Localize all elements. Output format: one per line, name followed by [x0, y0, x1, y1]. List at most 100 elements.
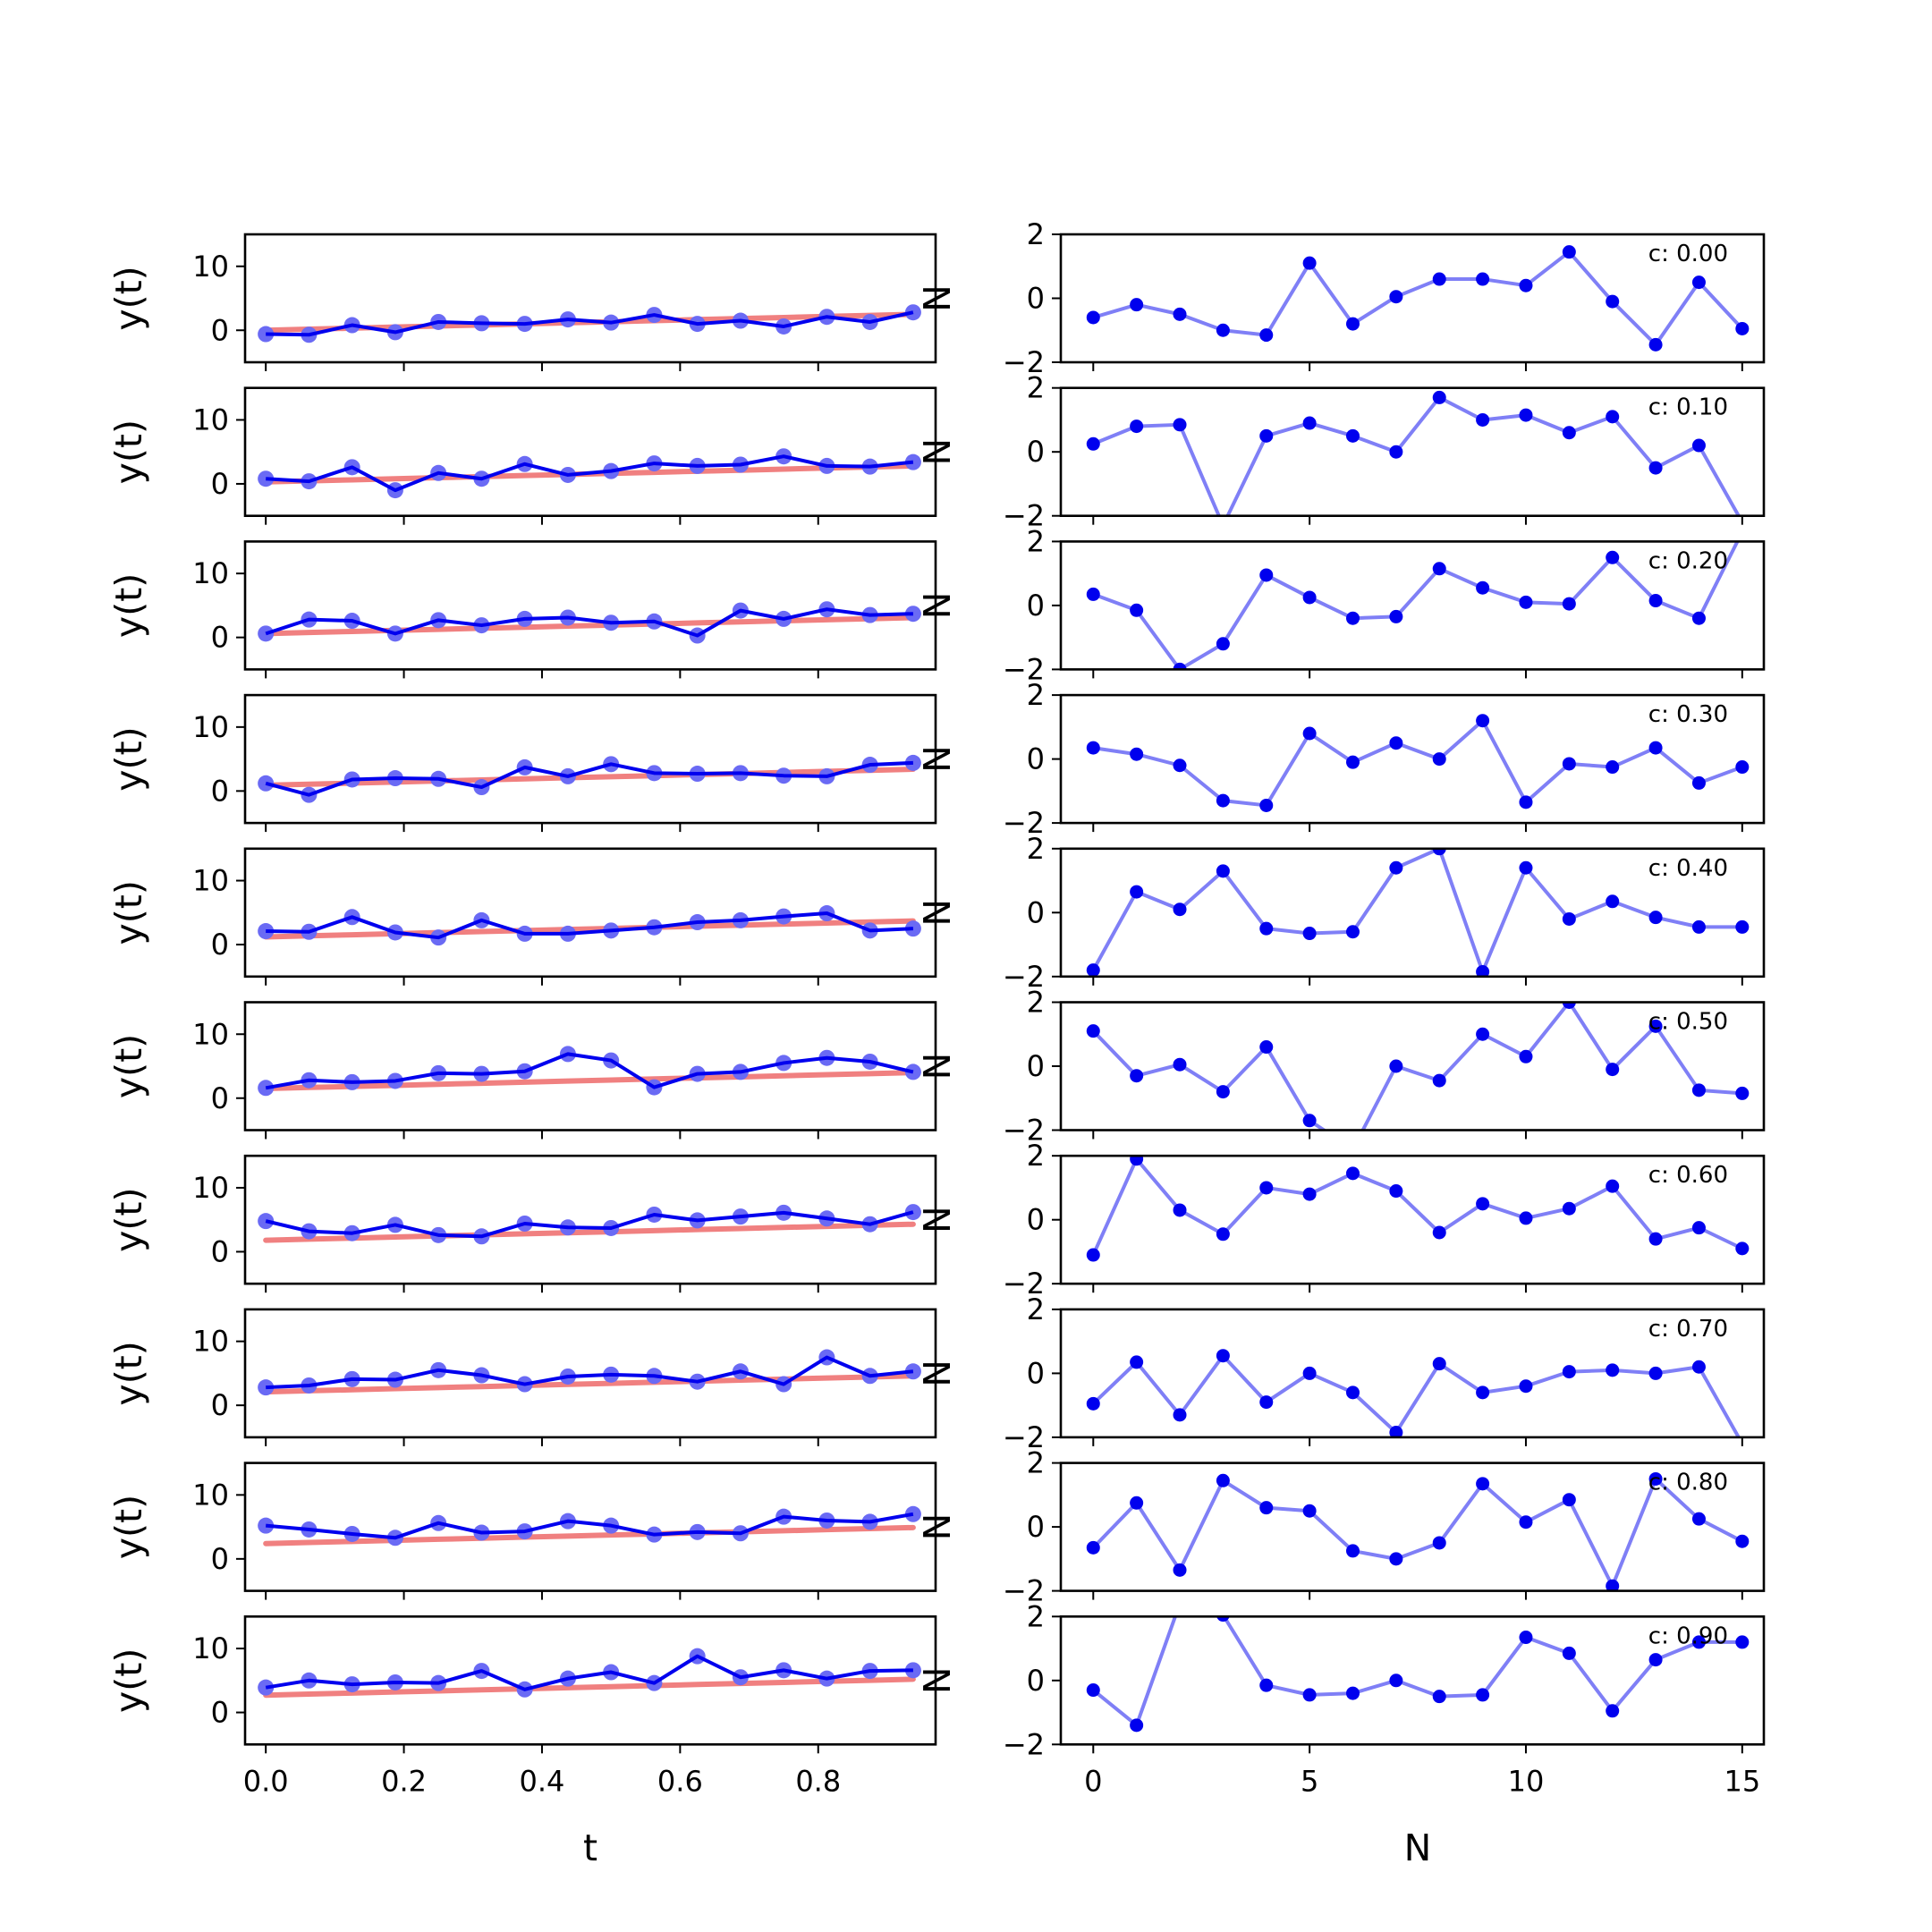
x-tick-label: 0: [1084, 1764, 1102, 1798]
left-plot-area-1: [258, 448, 921, 499]
noise-line: [1091, 1477, 1743, 1589]
c-annotation: c: 0.30: [1648, 701, 1728, 728]
right-y-axis-glyph: N: [916, 899, 959, 927]
noise-point: [1432, 562, 1446, 576]
noise-point: [1648, 461, 1663, 475]
noise-point: [1216, 864, 1230, 878]
x-tick-label: 5: [1301, 1764, 1318, 1798]
left-plot-area-8: [258, 1505, 921, 1546]
noise-point: [1735, 321, 1750, 335]
noise-point: [1086, 587, 1100, 601]
left-panel-2: 0 10 y(t) N: [107, 540, 959, 679]
noise-point: [1086, 963, 1100, 977]
noise-point: [1519, 795, 1533, 809]
noise-point: [1735, 1241, 1750, 1256]
y-tick-label: 10: [192, 1325, 229, 1359]
noise-point: [1389, 1426, 1403, 1437]
data-line: [266, 310, 914, 337]
x-tick-label: 0.0: [243, 1764, 289, 1798]
c-annotation: c: 0.60: [1648, 1162, 1728, 1189]
noise-point: [1432, 272, 1446, 286]
y-tick-label: 0: [1027, 1664, 1045, 1698]
noise-point: [1173, 1203, 1187, 1217]
right-x-axis-label: N: [1404, 1826, 1432, 1869]
right-y-axis-glyph: N: [916, 284, 959, 312]
left-plot-area-7: [258, 1349, 921, 1396]
y-tick-label: 0: [1027, 435, 1045, 469]
y-tick-label: 0: [1027, 1510, 1045, 1544]
left-panel-3: 0 10 y(t) N: [107, 693, 959, 833]
right-plot-area-1: [1086, 390, 1745, 516]
right-panel-6: c: 0.60 −2 0 2: [1003, 1139, 1766, 1301]
left-plot-area-4: [258, 905, 921, 946]
noise-point: [1562, 1493, 1576, 1507]
y-tick-label: 0: [211, 928, 229, 962]
left-panel-0: 0 10 y(t) N: [107, 233, 959, 371]
y-tick-label: 0: [211, 1388, 229, 1422]
noise-point: [1735, 760, 1750, 775]
left-panel-7: 0 10 y(t) N: [107, 1308, 959, 1446]
y-tick-label: 10: [192, 402, 229, 436]
left-y-axis-label: y(t): [107, 573, 150, 638]
noise-point: [1476, 1027, 1490, 1041]
noise-point: [1216, 323, 1230, 337]
right-plot-area-8: [1086, 1471, 1750, 1591]
noise-point: [1519, 1631, 1533, 1645]
y-tick-label: 2: [1027, 1292, 1045, 1326]
y-tick-label: 0: [211, 1081, 229, 1115]
noise-point: [1173, 662, 1187, 670]
noise-point: [1476, 1688, 1490, 1702]
noise-line: [1091, 848, 1742, 974]
right-panel-1: c: 0.10 −2 0 2: [1003, 371, 1766, 533]
noise-point: [1086, 310, 1100, 325]
c-annotation: c: 0.80: [1648, 1470, 1728, 1496]
right-y-axis-glyph: N: [916, 1513, 959, 1541]
data-line: [265, 1210, 914, 1239]
y-tick-label: 2: [1027, 1599, 1045, 1633]
noise-point: [1173, 307, 1187, 321]
noise-point: [1302, 927, 1317, 941]
y-tick-label: 10: [192, 1171, 229, 1205]
c-annotation: c: 0.90: [1648, 1623, 1728, 1649]
data-line: [265, 1512, 914, 1540]
y-tick-label: 10: [192, 1631, 229, 1665]
noise-point: [1086, 741, 1100, 755]
y-tick-label: −2: [1003, 806, 1045, 840]
y-tick-label: 0: [1027, 742, 1045, 776]
noise-point: [1130, 885, 1144, 899]
noise-point: [1345, 428, 1360, 443]
c-annotation: c: 0.50: [1648, 1009, 1728, 1036]
left-axes-frame: [243, 386, 937, 518]
noise-point: [1519, 278, 1533, 292]
y-tick-label: 2: [1027, 524, 1045, 558]
left-panel-1: 0 10 y(t) N: [107, 386, 959, 525]
noise-point: [1130, 298, 1144, 312]
y-tick-label: −2: [1003, 1727, 1045, 1761]
noise-point: [1389, 1674, 1403, 1688]
noise-point: [1432, 1357, 1446, 1371]
y-tick-label: 0: [1027, 1356, 1045, 1390]
noise-point: [1259, 1501, 1274, 1515]
right-plot-area-7: [1086, 1349, 1745, 1437]
y-tick-label: −2: [1003, 1420, 1045, 1454]
x-tick-label: 10: [1508, 1764, 1545, 1798]
left-y-axis-label: y(t): [107, 1648, 150, 1713]
noise-point: [1691, 1360, 1706, 1374]
fit-line: [263, 1676, 916, 1699]
left-plot-area-6: [258, 1204, 921, 1245]
noise-point: [1086, 436, 1100, 451]
noise-point: [1345, 1544, 1360, 1558]
noise-point: [1648, 1471, 1663, 1486]
noise-point: [1519, 860, 1533, 875]
noise-line: [1091, 1002, 1742, 1131]
x-tick-label: 0.4: [520, 1764, 565, 1798]
noise-point: [1735, 1086, 1750, 1100]
left-plot-area-5: [258, 1046, 921, 1097]
noise-point: [1173, 1408, 1187, 1422]
noise-point: [1389, 1184, 1403, 1199]
noise-point: [1086, 1248, 1100, 1262]
fit-line: [263, 1524, 916, 1546]
noise-point: [1259, 1040, 1274, 1055]
right-panel-7: c: 0.70 −2 0 2: [1003, 1292, 1766, 1454]
right-panel-4: c: 0.40 −2 0 2: [1003, 832, 1766, 994]
